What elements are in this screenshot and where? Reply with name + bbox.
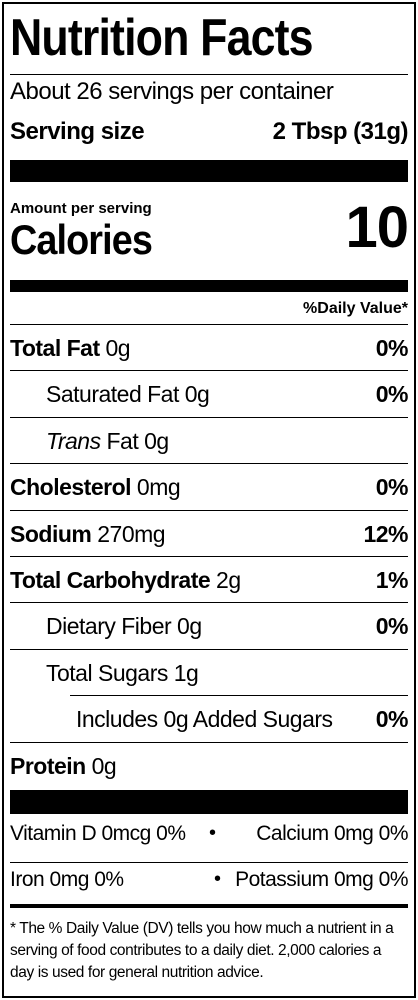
nutrient-amount: 0g bbox=[91, 752, 117, 779]
nutrient-row: Trans Fat 0g bbox=[10, 416, 408, 464]
daily-value: 0% bbox=[375, 335, 409, 361]
daily-value-header: %Daily Value* bbox=[303, 300, 408, 317]
nutrient-name: Saturated Fat 0g bbox=[46, 381, 210, 408]
nutrient-amount: 270mg bbox=[97, 520, 166, 547]
calories-label: Calories bbox=[10, 216, 153, 263]
daily-value: 0% bbox=[375, 613, 409, 640]
nutrient-amount: 0g bbox=[105, 335, 131, 361]
rule bbox=[10, 74, 408, 75]
nutrient-row: Cholesterol 0mg 0% bbox=[10, 463, 409, 510]
rule bbox=[10, 904, 408, 908]
daily-value: 0% bbox=[375, 474, 409, 501]
nutrient-row: Saturated Fat 0g 0% bbox=[10, 370, 409, 417]
micronutrient: Potassium 0mg 0% bbox=[235, 868, 408, 891]
thick-rule bbox=[10, 790, 408, 814]
nutrient-name-italic: Trans bbox=[46, 427, 101, 454]
nutrient-name-text: Dietary Fiber bbox=[46, 613, 172, 640]
title: Nutrition Facts bbox=[10, 9, 313, 67]
nutrient-name: Trans Fat 0g bbox=[46, 428, 169, 455]
nutrient-name: Includes 0g Added Sugars bbox=[76, 706, 333, 733]
nutrient-name: Total Carbohydrate 2g bbox=[10, 567, 241, 594]
micronutrient: Iron 0mg 0% bbox=[10, 868, 124, 891]
nutrient-name-text: Total Fat bbox=[10, 335, 100, 361]
nutrient-row: Protein 0g bbox=[10, 741, 408, 789]
separator-dot: • bbox=[209, 822, 217, 844]
thick-rule bbox=[10, 160, 408, 182]
micronutrient: Calcium 0mg 0% bbox=[256, 822, 408, 845]
nutrient-row: Dietary Fiber 0g 0% bbox=[10, 602, 409, 649]
servings: About 26 servings per container bbox=[10, 78, 334, 105]
nutrient-name-text: Saturated Fat bbox=[46, 381, 179, 408]
serving-size-label: Serving size bbox=[10, 118, 145, 145]
nutrient-name: Cholesterol 0mg bbox=[10, 474, 181, 501]
nutrient-amount: 0mg bbox=[136, 474, 181, 501]
nutrient-amount: 0g bbox=[184, 381, 210, 408]
nutrient-amount: 0g bbox=[144, 427, 169, 454]
micronutrient: Vitamin D 0mcg 0% bbox=[10, 822, 186, 845]
nutrient-row: Includes 0g Added Sugars 0% bbox=[70, 695, 409, 742]
nutrient-name: Total Fat 0g bbox=[10, 335, 131, 362]
daily-value: 1% bbox=[375, 567, 409, 593]
nutrient-row: Sodium 270mg 12% bbox=[10, 509, 408, 557]
nutrient-name-text: Fat bbox=[106, 427, 139, 454]
nutrient-name: Protein 0g bbox=[10, 752, 117, 780]
nutrient-row: Total Fat 0g 0% bbox=[10, 324, 409, 371]
footnote: * The % Daily Value (DV) tells you how m… bbox=[10, 920, 394, 981]
daily-value: 0% bbox=[375, 706, 409, 733]
nutrient-name-text: Protein bbox=[10, 752, 86, 779]
nutrient-amount: 1g bbox=[173, 659, 199, 686]
nutrient-name-text: Total Carbohydrate bbox=[10, 567, 211, 593]
nutrient-name-text: Total Sugars bbox=[46, 659, 168, 686]
nutrient-name: Total Sugars 1g bbox=[46, 659, 199, 687]
nutrient-amount: 2g bbox=[216, 567, 241, 593]
calories-value: 10 bbox=[345, 195, 409, 260]
rule bbox=[10, 862, 408, 863]
separator-dot: • bbox=[214, 868, 222, 890]
amount-per-serving: Amount per serving bbox=[10, 200, 152, 217]
nutrient-name-text: Includes 0g Added Sugars bbox=[76, 706, 333, 733]
nutrient-name: Dietary Fiber 0g bbox=[46, 613, 202, 640]
daily-value: 0% bbox=[375, 381, 409, 408]
thick-rule bbox=[10, 280, 408, 292]
daily-value: 12% bbox=[363, 520, 408, 547]
serving-size-value: 2 Tbsp (31g) bbox=[272, 118, 409, 145]
nutrient-name: Sodium 270mg bbox=[10, 520, 166, 548]
nutrient-row: Total Sugars 1g bbox=[10, 648, 408, 696]
nutrient-name-text: Cholesterol bbox=[10, 474, 132, 501]
nutrient-row: Total Carbohydrate 2g 1% bbox=[10, 556, 409, 603]
nutrient-amount: 0g bbox=[177, 613, 202, 640]
nutrient-name-text: Sodium bbox=[10, 520, 92, 547]
